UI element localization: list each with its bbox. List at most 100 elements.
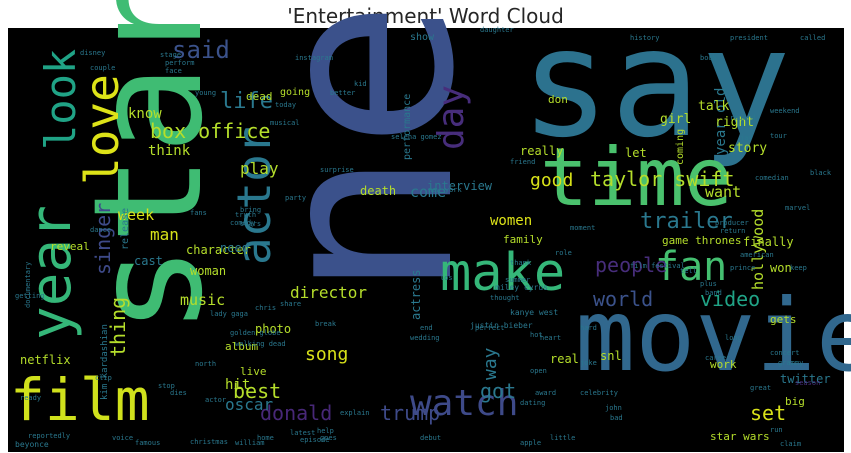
word-girl: girl [660,112,691,127]
word-actress: actress [409,269,423,320]
word-thank: thank [510,259,532,267]
word-plus: plus [700,280,717,288]
word-award: award [535,389,556,397]
word-latest: latest [290,429,315,437]
word-woman: woman [190,264,226,278]
word-actor: actor [205,396,226,404]
word-talk: talk [698,99,729,114]
word-episode: episode [300,436,330,444]
word-day: day [431,85,472,150]
word-joke: joke [580,359,597,367]
word-perfect: perfect [475,324,505,332]
word-taylor-swift: taylor swift [590,167,735,191]
word-miley-cyrus: miley cyrus [495,283,548,292]
word-band: band [705,289,722,297]
word-think: think [148,143,191,159]
word-trump: trump [380,401,440,425]
word-photo: photo [255,322,291,336]
word-book: book [700,54,718,62]
word-week: week [118,206,154,224]
word-reveal: reveal [50,240,90,253]
word-comedy: comedy [230,219,255,227]
word-year: year [19,205,84,340]
word-called: called [800,34,825,42]
word-william: william [235,439,265,447]
word-north: north [195,360,216,368]
word-tell: tell [680,267,697,275]
word-music: music [180,291,225,309]
word-video: video [700,287,760,311]
word-movie: movie [575,277,851,394]
word-claim: claim [780,440,801,448]
word-young: young [195,89,216,97]
word-right: right [715,115,754,130]
word-family: family [503,233,543,246]
word-stars: stars [240,220,261,228]
word-stage: stage [160,51,181,59]
word-going: going [280,87,310,98]
word-box-office: box office [150,119,270,143]
word-party: party [285,194,306,202]
word-netflix: netflix [20,353,71,367]
word-american: american [740,251,774,259]
word-summer: summer [505,276,530,284]
word-say: say [520,0,791,171]
word-documentary: documentary [24,262,32,308]
word-break: break [315,320,337,328]
word-fans: fans [190,209,207,217]
word-celebrity: celebrity [580,389,618,397]
word-role: role [555,249,572,257]
word-film: film [10,366,150,434]
word-year-old: year old [713,88,729,155]
word-dating: dating [520,399,545,407]
word-instagram: instagram [295,54,333,62]
word-heart: heart [540,334,561,342]
word-don: don [548,93,568,106]
word-new-york: new york [428,186,463,194]
word-best: best [233,379,281,403]
word-open: open [530,367,547,375]
word-kid: kid [354,80,367,88]
word-perform: perform [165,59,195,67]
word-need: need [220,241,249,255]
word-story: story [728,141,767,156]
word-little: little [550,434,575,442]
word-christmas: christmas [190,438,228,446]
chart-title: 'Entertainment' Word Cloud [287,4,564,28]
word-twitter: twitter [780,372,831,386]
word-weekend: weekend [770,107,800,115]
word-surprise: surprise [320,166,354,174]
word-black: black [810,169,832,177]
word-marvel: marvel [785,204,810,212]
word-good: good [530,170,573,191]
word-stop: stop [158,382,175,390]
word-golden-globe: golden globe [230,329,281,337]
word-better: better [330,89,355,97]
word-star-wars: star wars [710,430,770,443]
word-long: long [725,334,742,342]
word-performance: performance [402,94,413,160]
word-live: live [240,365,267,378]
word-friend: friend [510,158,535,166]
word-dance: dance [90,226,111,234]
word-great: great [750,384,771,392]
word-kim-kardashian: kim kardashian [100,324,110,400]
word-life: life [220,89,273,114]
word-new: new [218,0,509,300]
word-career: career [705,354,730,362]
word-home: home [257,434,274,442]
word-famous: famous [135,439,160,447]
word-film-festival: film festival [630,262,685,270]
word-gets: gets [770,313,797,326]
word-bring: bring [240,206,261,214]
word-way: way [480,347,501,380]
word-world: world [593,287,653,311]
word-concert: concert [770,349,800,357]
word-got: got [480,379,516,403]
word-prince: prince [730,264,755,272]
word-thought: thought [490,294,520,302]
word-lady-gaga: lady gaga [210,310,248,318]
word-hard: hard [580,324,597,332]
word-return: return [720,227,745,235]
